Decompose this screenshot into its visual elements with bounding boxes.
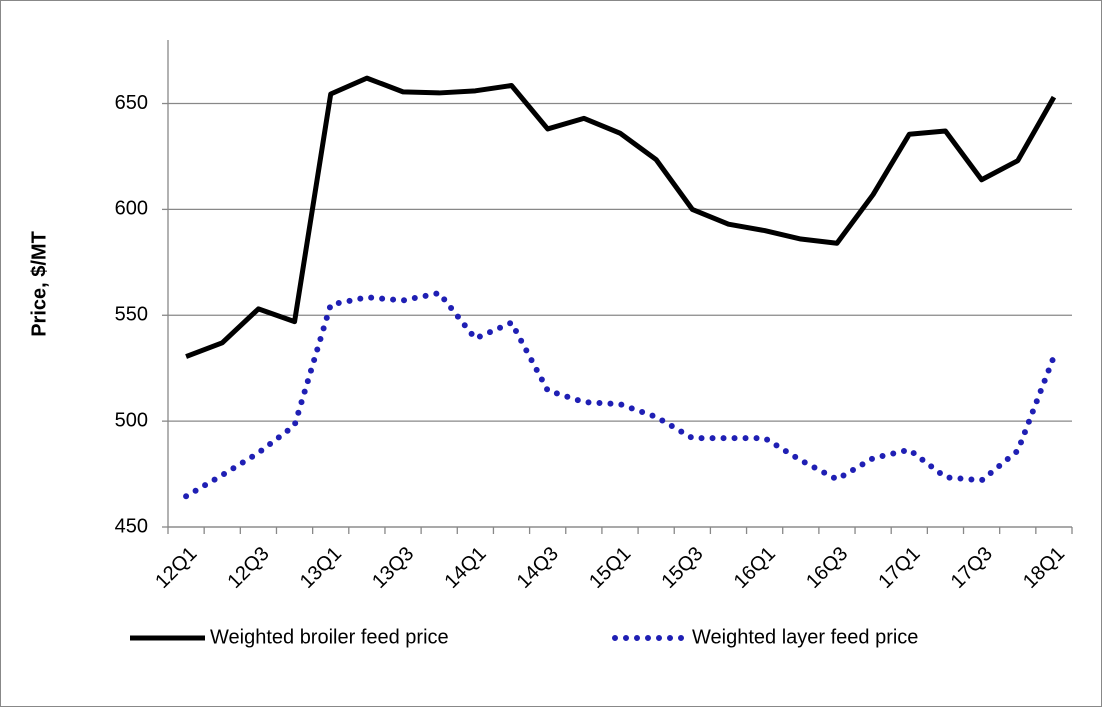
y-tick-label: 500	[115, 409, 148, 431]
legend-label: Weighted broiler feed price	[210, 626, 449, 648]
y-tick-label: 550	[115, 304, 148, 326]
y-axis-label: Price, $/MT	[28, 231, 50, 337]
legend-label: Weighted layer feed price	[692, 626, 918, 648]
y-tick-label: 600	[115, 198, 148, 220]
series-line	[185, 75, 1057, 359]
y-tick-label: 650	[115, 92, 148, 114]
series-line	[183, 289, 1057, 500]
y-tick-label: 450	[115, 515, 148, 537]
